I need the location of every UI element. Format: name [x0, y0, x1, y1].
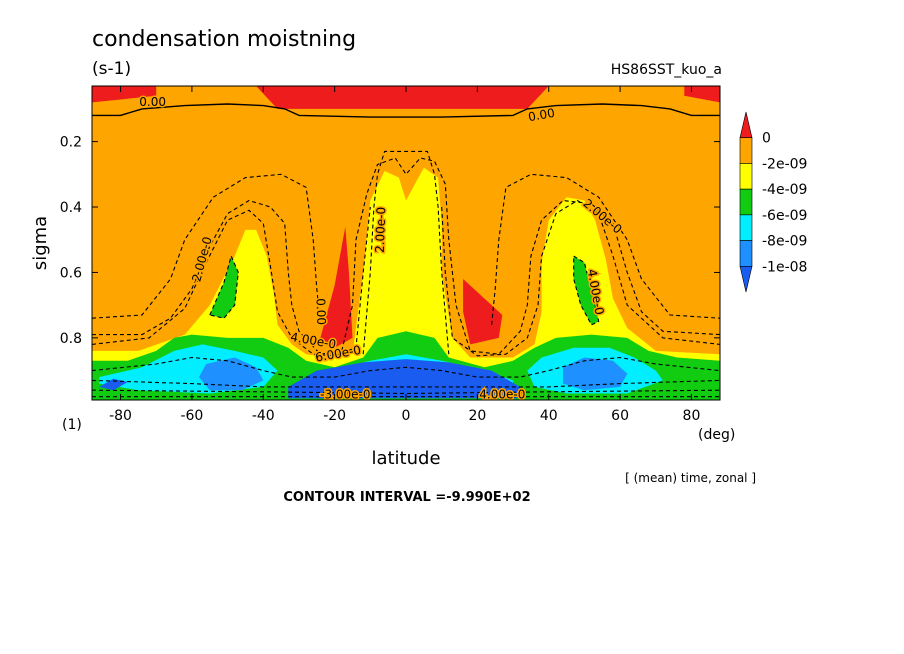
- colorbar-label: 0: [762, 131, 771, 147]
- x-units: (deg): [698, 427, 735, 443]
- colorbar-label: -1e-08: [762, 259, 807, 275]
- chart-title: condensation moistning: [92, 27, 356, 52]
- contour-line-4: [92, 173, 321, 325]
- contour-fill-level-3: [209, 256, 239, 319]
- contour-fill-level-6: [288, 359, 521, 399]
- y-tick-label: 0.6: [60, 265, 82, 281]
- x-tick-label: -80: [109, 408, 132, 424]
- contour-line-8: [92, 379, 720, 388]
- x-tick-label: 40: [540, 408, 558, 424]
- y-axis-ticks: 0.2 0.4 0.6 0.8: [60, 135, 720, 347]
- plot-area: [92, 86, 720, 400]
- colorbar-label: -6e-09: [762, 208, 807, 224]
- contour-interval: CONTOUR INTERVAL =-9.990E+02: [283, 490, 530, 505]
- colorbar-label: -2e-09: [762, 156, 807, 172]
- contour-label-10: 4.00e-0: [479, 388, 525, 402]
- x-tick-label: 0: [402, 408, 411, 424]
- run-name: HS86SST_kuo_a: [611, 62, 722, 78]
- y-units: (1): [62, 417, 82, 433]
- contour-line-1: [92, 157, 720, 355]
- x-tick-label: -40: [252, 408, 275, 424]
- contour-fill-level-0: [92, 86, 157, 103]
- colorbar-label: -4e-09: [762, 182, 807, 198]
- y-axis-label: sigma: [30, 216, 51, 270]
- y-tick-label: 0.4: [60, 200, 82, 216]
- contour-fill-level-3: [573, 256, 599, 325]
- x-tick-label: 80: [683, 408, 701, 424]
- contour-fill-level-0: [463, 279, 503, 345]
- contour-line-5: [362, 150, 450, 355]
- contour-line-2: [92, 206, 371, 357]
- x-axis-label: latitude: [371, 448, 440, 469]
- contour-lines: [92, 103, 720, 398]
- contour-line-0: [92, 103, 720, 118]
- colorbar-swatch: [739, 214, 753, 241]
- colorbar: 0 -2e-09 -4e-09 -6e-09 -8e-09 -1e-08: [739, 111, 807, 293]
- contour-fill-level-0: [256, 86, 549, 109]
- contour-line-7: [92, 356, 720, 378]
- colorbar-label: -8e-09: [762, 234, 807, 250]
- colorbar-swatch: [739, 265, 753, 293]
- x-axis-ticks: -80 -60 -40 -20 0 20 40 60 80: [109, 86, 700, 424]
- colorbar-swatch: [739, 137, 753, 164]
- x-tick-label: 20: [468, 408, 486, 424]
- contour-label-8: 0.00: [313, 298, 328, 325]
- x-tick-label: 60: [611, 408, 629, 424]
- contour-line-9: [92, 389, 720, 395]
- colorbar-swatch: [739, 240, 753, 267]
- contour-line-3: [441, 199, 720, 357]
- contour-label-0: 0.00: [139, 95, 166, 109]
- x-tick-label: -60: [180, 408, 203, 424]
- y-tick-label: 0.8: [60, 331, 82, 347]
- colorbar-swatch: [739, 111, 753, 139]
- averaging-note: [ (mean) time, zonal ]: [625, 471, 756, 485]
- contour-label-3: 2.00e-0: [373, 207, 389, 254]
- contour-fill-level-0: [320, 226, 353, 348]
- chart-units: (s-1): [92, 59, 131, 79]
- contour-label-1: 0.00: [527, 106, 556, 124]
- contour-label-9: -3.00e-0: [320, 388, 370, 402]
- y-tick-label: 0.2: [60, 135, 82, 151]
- colorbar-swatch: [739, 163, 753, 190]
- contour-fill-level-0: [684, 86, 720, 103]
- contour-line-11: [209, 255, 239, 319]
- contour-line-12: [573, 255, 600, 326]
- filled-contours: [92, 86, 720, 400]
- x-tick-label: -20: [323, 408, 346, 424]
- colorbar-swatch: [739, 188, 753, 216]
- contour-fill-level-5: [563, 357, 628, 391]
